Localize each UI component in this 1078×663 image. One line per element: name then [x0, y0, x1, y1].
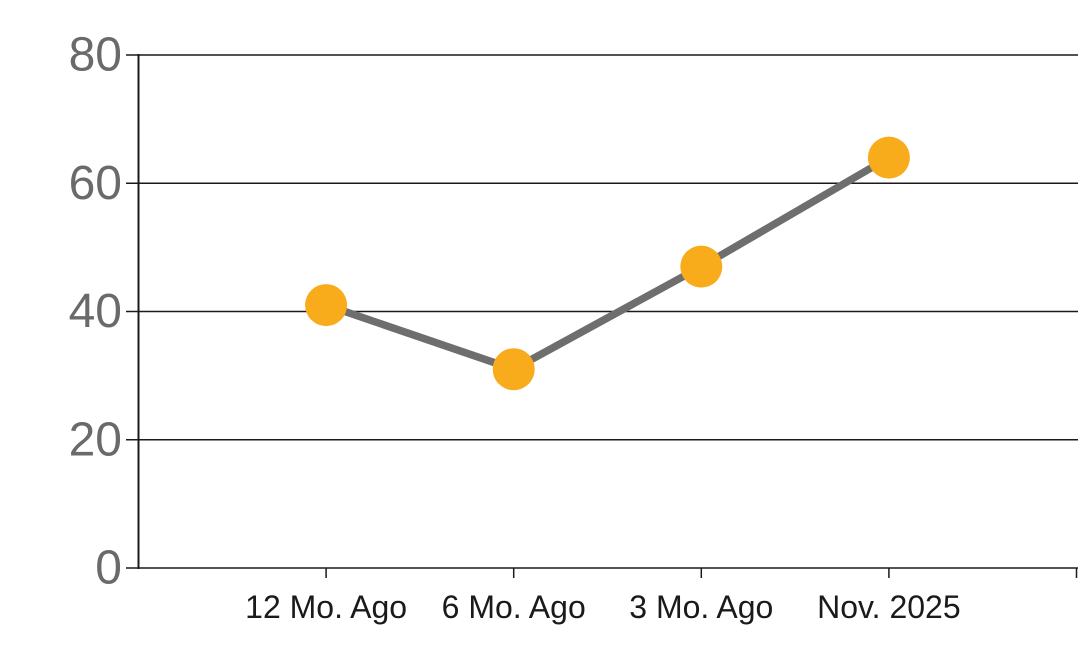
data-point-1 [305, 284, 348, 327]
series-line [322, 153, 893, 373]
y-axis-tick-label: 0 [95, 542, 122, 595]
y-axis-tick-label: 40 [69, 285, 122, 338]
y-axis-tick-label: 60 [69, 157, 122, 210]
x-axis-category-label: 6 Mo. Ago [442, 589, 586, 625]
data-point-2 [492, 348, 535, 391]
y-axis-tick-label: 80 [69, 29, 122, 82]
y-axis-tick-label: 20 [69, 413, 122, 466]
x-axis-category-label: 12 Mo. Ago [245, 589, 407, 625]
x-axis-category-label: 3 Mo. Ago [629, 589, 773, 625]
data-point-4 [867, 136, 910, 179]
data-point-3 [680, 245, 723, 288]
x-axis-category-label: Nov. 2025 [817, 589, 961, 625]
